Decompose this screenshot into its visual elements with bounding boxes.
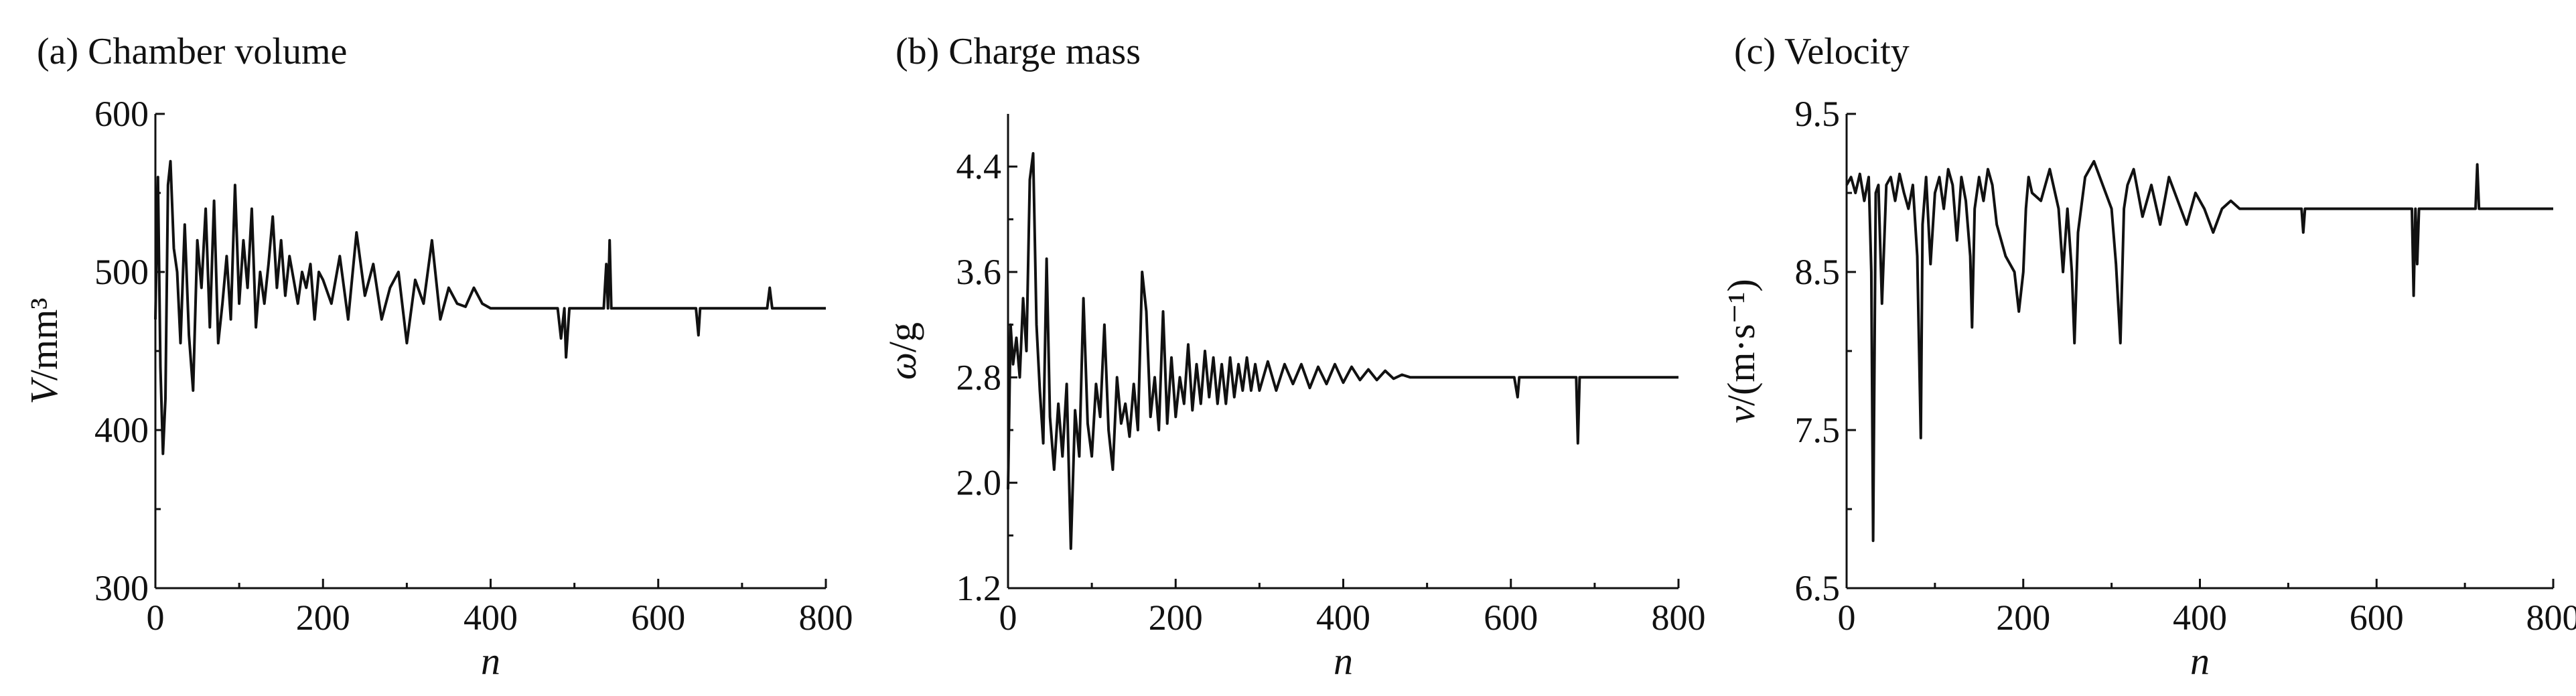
x-tick-label-a: 800: [799, 598, 853, 638]
series-line-c-0: [1845, 159, 2553, 543]
y-axis-unit-c: /(m·s⁻¹): [1719, 279, 1763, 406]
y-tick-label-b: 2.0: [956, 463, 1002, 503]
x-tick-label-b: 800: [1652, 598, 1706, 638]
x-tick-label-b: 600: [1484, 598, 1538, 638]
y-axis-symbol-c: v: [1719, 406, 1763, 423]
chart-svg-a: (a) Chamber volume 300 400 500 600 0 200 400 600…: [22, 31, 853, 683]
x-tick-label-c: 200: [1996, 598, 2050, 638]
panel-title-a: (a) Chamber volume: [37, 31, 347, 72]
y-tick-label-c: 7.5: [1795, 410, 1841, 450]
x-axis-label-b: n: [1334, 639, 1353, 683]
y-tick-label-c: 9.5: [1795, 94, 1841, 134]
series-line-b-0: [1007, 152, 1678, 550]
x-tick-label-b: 200: [1149, 598, 1203, 638]
x-tick-label-b: 400: [1316, 598, 1370, 638]
x-tick-label-a: 200: [296, 598, 350, 638]
x-tick-label-a: 400: [463, 598, 518, 638]
chart-svg-b: (b) Charge mass 1.2 2.0 2.8 3.6 4.4 0 200 400 600…: [881, 31, 1706, 683]
y-tick-label-b: 3.6: [956, 252, 1002, 292]
x-tick-label-c: 800: [2526, 598, 2576, 638]
y-tick-label-b: 2.8: [956, 357, 1002, 397]
x-axis-label-a: n: [481, 639, 500, 683]
x-tick-label-c: 600: [2350, 598, 2404, 638]
y-axis-unit-a: /mm³: [22, 297, 66, 380]
y-axis-symbol-a: V: [22, 376, 66, 405]
y-tick-label-c: 8.5: [1795, 252, 1841, 292]
x-tick-label-b: 0: [999, 598, 1017, 638]
chart-panel-c: (c) Velocity 6.5 7.5 8.5 9.5 0 200 400 600 800 n v/…: [1717, 0, 2576, 696]
panel-title-b: (b) Charge mass: [896, 31, 1141, 72]
y-axis-label-b: ω/g: [881, 322, 924, 380]
chart-panel-b: (b) Charge mass 1.2 2.0 2.8 3.6 4.4 0 200 400 600…: [859, 0, 1717, 696]
y-axis-unit-b: /g: [881, 322, 924, 352]
y-tick-label-b: 1.2: [956, 568, 1002, 608]
y-axis-label-c: v/(m·s⁻¹): [1719, 279, 1763, 423]
y-tick-label-b: 4.4: [956, 147, 1002, 187]
x-tick-label-c: 0: [1838, 598, 1856, 638]
chart-svg-c: (c) Velocity 6.5 7.5 8.5 9.5 0 200 400 600 800 n v/…: [1719, 31, 2576, 683]
y-tick-label-c: 6.5: [1795, 568, 1841, 608]
series-line-a-0: [154, 159, 826, 456]
y-tick-label-a: 300: [94, 568, 149, 608]
x-tick-label-a: 0: [147, 598, 165, 638]
y-axis-label-a: V/mm³: [22, 297, 66, 404]
x-tick-label-a: 600: [631, 598, 685, 638]
y-tick-label-a: 600: [94, 94, 149, 134]
y-tick-label-a: 500: [94, 252, 149, 292]
y-axis-symbol-b: ω: [881, 352, 924, 380]
x-tick-label-c: 400: [2173, 598, 2227, 638]
panel-title-c: (c) Velocity: [1734, 31, 1910, 72]
x-axis-label-c: n: [2190, 639, 2210, 683]
y-tick-label-a: 400: [94, 410, 149, 450]
chart-panel-a: (a) Chamber volume 300 400 500 600 0 200 400 600…: [0, 0, 859, 696]
